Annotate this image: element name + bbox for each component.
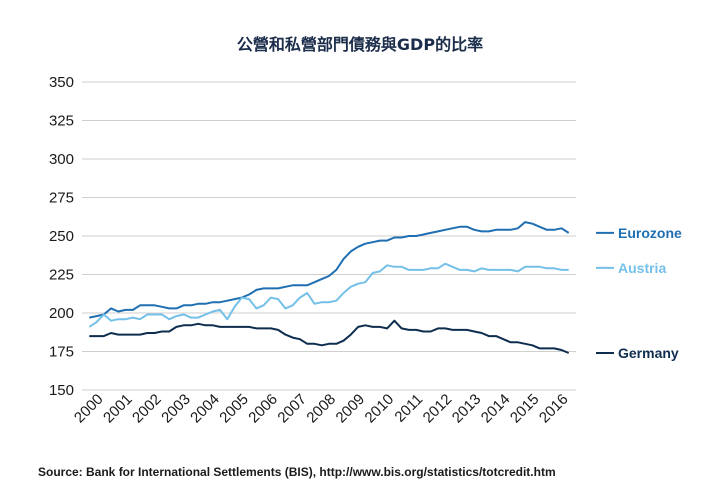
y-tick-label: 250 bbox=[49, 228, 74, 245]
x-axis-ticks: 2000200120022003200420052006200720082009… bbox=[71, 391, 572, 427]
y-tick-label: 350 bbox=[49, 74, 74, 91]
x-tick-label: 2016 bbox=[536, 391, 572, 427]
x-tick-label: 2007 bbox=[274, 391, 310, 427]
legend-label-germany: Germany bbox=[618, 345, 679, 361]
x-tick-label: 2014 bbox=[478, 391, 514, 427]
x-tick-label: 2002 bbox=[129, 391, 165, 427]
y-tick-label: 175 bbox=[49, 344, 74, 361]
x-tick-label: 2003 bbox=[158, 391, 194, 427]
x-tick-label: 2005 bbox=[216, 391, 252, 427]
y-tick-label: 325 bbox=[49, 113, 74, 130]
gridlines bbox=[82, 81, 576, 391]
x-tick-label: 2013 bbox=[449, 391, 485, 427]
legend: Eurozone Austria Germany bbox=[596, 225, 682, 361]
source-note: Source: Bank for International Settlemen… bbox=[38, 465, 556, 479]
x-tick-label: 2009 bbox=[333, 391, 369, 427]
y-tick-label: 275 bbox=[49, 190, 74, 207]
x-tick-label: 2010 bbox=[362, 391, 398, 427]
y-tick-label: 300 bbox=[49, 151, 74, 168]
y-tick-label: 225 bbox=[49, 267, 74, 284]
series-line-austria bbox=[88, 262, 569, 328]
y-axis-ticks: 150 175 200 225 250 275 300 325 350 bbox=[49, 74, 74, 399]
legend-label-eurozone: Eurozone bbox=[618, 225, 682, 241]
series-line-eurozone bbox=[89, 221, 570, 319]
x-tick-label: 2011 bbox=[391, 391, 426, 426]
x-tick-label: 2008 bbox=[303, 391, 339, 427]
x-tick-label: 2001 bbox=[100, 391, 136, 427]
x-tick-label: 2006 bbox=[245, 391, 281, 427]
x-tick-label: 2004 bbox=[187, 391, 223, 427]
x-tick-label: 2000 bbox=[71, 391, 107, 427]
y-tick-label: 200 bbox=[49, 305, 74, 322]
legend-label-austria: Austria bbox=[618, 260, 666, 276]
x-tick-label: 2015 bbox=[507, 391, 543, 427]
series-lines bbox=[88, 221, 570, 354]
chart-title: 公營和私營部門債務與GDP的比率 bbox=[237, 35, 483, 54]
y-tick-label: 150 bbox=[49, 382, 74, 399]
series-line-germany bbox=[89, 319, 570, 354]
x-tick-label: 2012 bbox=[420, 391, 456, 427]
